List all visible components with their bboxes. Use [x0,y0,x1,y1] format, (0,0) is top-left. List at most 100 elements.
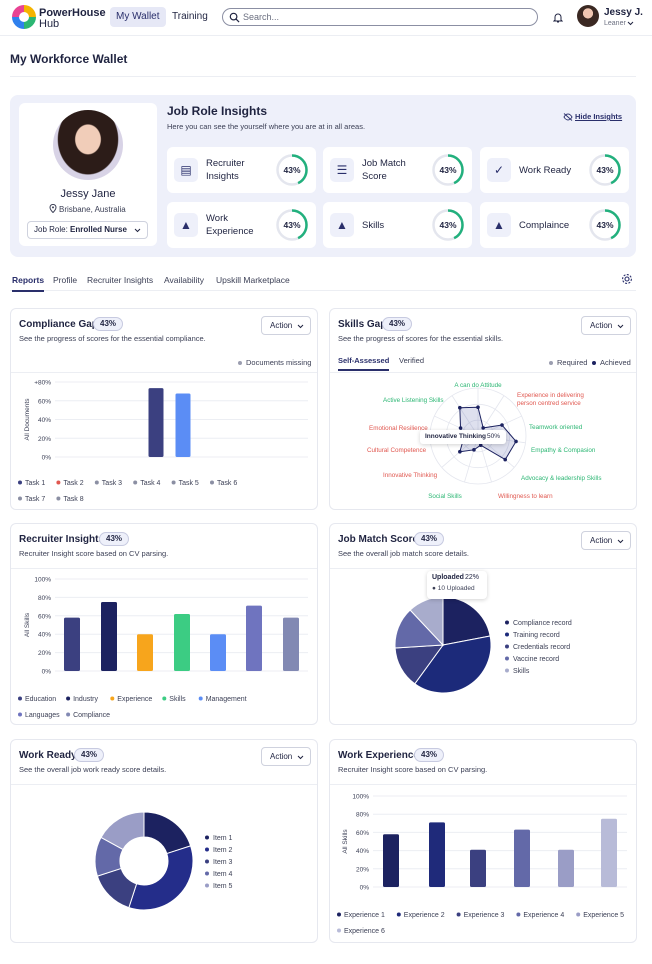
tooltip-title: Uploaded [432,574,464,581]
compliance-gap-panel: Compliance Gap 43% See the progress of s… [10,308,318,510]
action-label: Action [270,321,293,330]
graduation-cap-icon: ▲ [174,213,198,237]
tab-profile[interactable]: Profile [53,275,78,285]
tab-self-assessed[interactable]: Self-Assessed [338,356,390,371]
skills-gap-subtitle: See the progress of scores for the essen… [338,334,504,343]
check-circle-icon: ✓ [487,158,511,182]
progress-value: 43% [439,165,457,175]
tab-upskill-marketplace[interactable]: Upskill Marketplace [216,275,290,285]
progress-ring [432,154,464,186]
documents-missing-legend: Documents missing [238,358,311,367]
progress-ring [589,209,621,241]
chevron-down-icon [134,228,141,233]
insight-card-label: Work Ready [519,164,571,177]
legend-label: Documents missing [246,358,312,367]
settings-gear-icon[interactable] [621,273,633,285]
work-ready-title: Work Ready [19,750,77,761]
work-experience-panel: Work Experience 43% Recruiter Insight sc… [329,739,637,943]
chevron-down-icon[interactable] [627,21,634,26]
progress-value: 43% [596,165,614,175]
insight-card-job-match[interactable]: ☰ Job Match Score 43% [323,147,472,193]
tooltip-title: Innovative Thinking [425,433,487,440]
progress-ring [589,154,621,186]
insight-card-label: Job Match Score [362,157,406,183]
search-input[interactable] [243,11,523,23]
insight-card-recruiter[interactable]: ▤ Recruiter Insights 43% [167,147,316,193]
insight-card-label: Complaince [519,219,569,232]
tab-recruiter-insights[interactable]: Recruiter Insights [87,275,154,285]
job-match-action-button[interactable]: Action [581,531,631,550]
action-label: Action [590,321,613,330]
progress-value: 43% [596,220,614,230]
insight-card-complaince[interactable]: ▲ Complaince 43% [480,202,629,248]
work-ready-badge: 43% [74,748,105,762]
progress-ring-fill [432,154,464,186]
nav-tab-my-wallet[interactable]: My Wallet [110,7,166,27]
profile-photo [53,110,123,180]
checklist-icon: ☰ [330,158,354,182]
label-line-1: Work Ready [519,165,572,176]
label-line-1: Complaince [519,220,570,231]
legend-label: Achieved [600,358,631,367]
label-line-1: Recruiter [206,158,245,169]
tab-verified[interactable]: Verified [399,356,425,365]
skills-gap-badge: 43% [382,317,413,331]
report-tabs: Reports Profile Recruiter Insights Avail… [10,269,636,292]
job-role-select[interactable]: Job Role: Enrolled Nurse [27,221,148,239]
brand-subname: Hub [39,18,60,30]
powerhouse-logo-icon[interactable] [12,5,36,29]
insights-title: Job Role Insights [167,104,268,118]
graduation-cap-icon: ▲ [330,213,354,237]
job-match-score-panel: Job Match Score 43% See the overall job … [329,523,637,725]
document-person-icon: ▤ [174,158,198,182]
insight-card-skills[interactable]: ▲ Skills 43% [323,202,472,248]
tab-reports[interactable]: Reports [12,275,45,292]
work-experience-badge: 43% [414,748,445,762]
work-ready-panel: Work Ready 43% See the overall job work … [10,739,318,943]
progress-value: 43% [283,220,301,230]
nav-tab-training[interactable]: Training [172,11,208,22]
insight-card-work-ready[interactable]: ✓ Work Ready 43% [480,147,629,193]
progress-value: 43% [439,220,457,230]
compliance-gap-subtitle: See the progress of scores for the essen… [19,334,206,343]
job-match-badge: 43% [414,532,445,546]
label-line-1: Work [206,213,228,224]
required-legend: Required [549,358,587,367]
tab-availability[interactable]: Availability [164,275,205,285]
job-match-subtitle: See the overall job match score details. [338,549,469,558]
action-label: Action [270,752,293,761]
job-role-value: Enrolled Nurse [70,225,127,234]
user-avatar[interactable] [577,5,599,27]
compliance-gap-title: Compliance Gap [19,319,98,330]
progress-ring-fill [589,209,621,241]
chevron-down-icon [297,324,304,329]
action-label: Action [590,536,613,545]
user-role: Leaner [604,20,626,27]
skills-gap-title: Skills Gap [338,319,387,330]
progress-ring-fill [276,154,308,186]
progress-ring-fill [432,209,464,241]
compliance-action-button[interactable]: Action [261,316,311,335]
insight-card-label: Work Experience [206,212,254,238]
progress-value: 43% [283,165,301,175]
work-ready-action-button[interactable]: Action [261,747,311,766]
skills-action-button[interactable]: Action [581,316,631,335]
progress-ring-fill [276,209,308,241]
tooltip-detail: ● 10 Uploaded [432,585,475,592]
title-divider [10,76,636,77]
work-experience-title: Work Experience [338,750,419,761]
label-line-2: Experience [206,226,254,237]
hide-insights-button[interactable]: Hide Insights [563,112,622,121]
label-line-2: Score [362,171,387,182]
eye-off-icon [563,113,573,121]
job-match-title: Job Match Score [338,534,419,545]
top-navigation-bar: PowerHouse Hub My Wallet Training Jessy … [0,0,652,36]
insight-card-work[interactable]: ▲ Work Experience 43% [167,202,316,248]
recruiter-insights-subtitle: Recruiter Insight score based on CV pars… [19,549,169,558]
graduation-cap-icon: ▲ [487,213,511,237]
recruiter-insights-panel: Recruiter Insights 43% Recruiter Insight… [10,523,318,725]
progress-ring [276,209,308,241]
bell-icon[interactable] [553,12,563,23]
search-box[interactable] [222,8,538,26]
achieved-legend: Achieved [592,358,631,367]
